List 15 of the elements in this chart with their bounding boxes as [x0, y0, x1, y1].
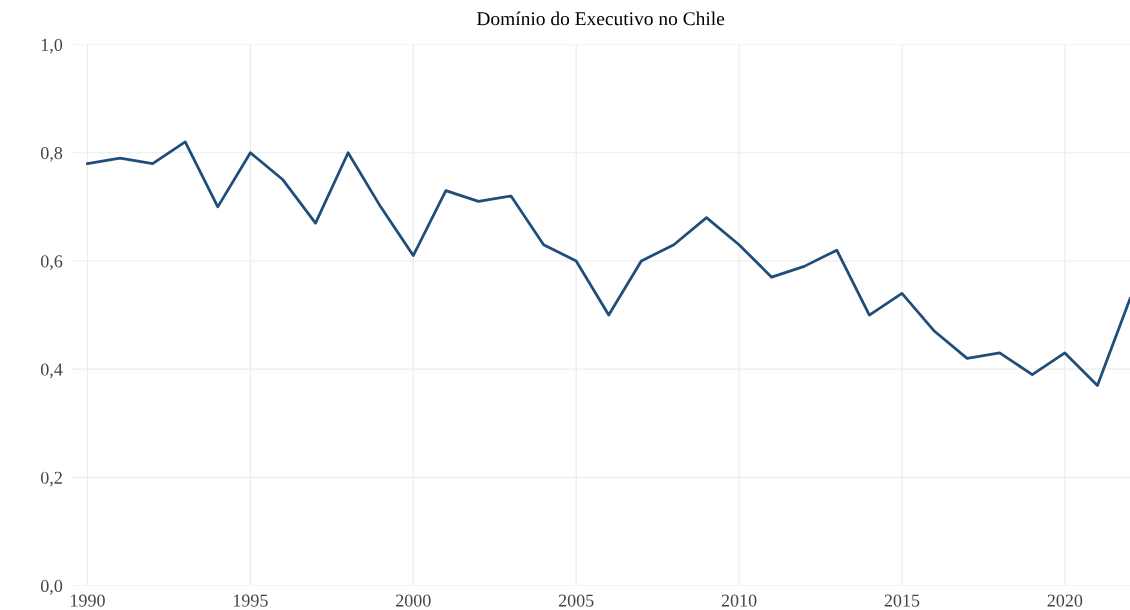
chart-title: Domínio do Executivo no Chile	[476, 11, 725, 26]
line-series	[86, 140, 1130, 387]
x-tick-label: 1990	[71, 594, 105, 607]
y-tick-label: 0,8	[40, 147, 63, 162]
y-tick-label: 0,4	[40, 363, 63, 379]
y-tick-label: 0,6	[40, 255, 63, 270]
x-tick-label: 2005	[558, 594, 594, 607]
x-tick-label: 2020	[1047, 594, 1083, 607]
y-tick-label: 0,0	[40, 579, 63, 595]
y-tick-label: 0,2	[40, 471, 62, 487]
x-tick-label: 2010	[721, 594, 757, 607]
x-tick-label: 2015	[884, 594, 920, 607]
x-tick-label: 1995	[233, 594, 268, 607]
y-tick-label: 1,0	[41, 38, 63, 54]
x-tick-label: 2000	[396, 594, 431, 607]
